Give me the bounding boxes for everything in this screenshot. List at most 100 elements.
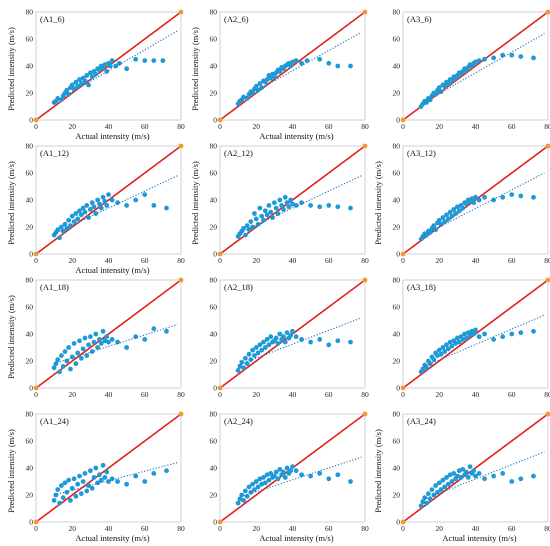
data-point (264, 77, 270, 82)
data-point (440, 215, 446, 220)
panel-title: (A1_18) (40, 282, 69, 292)
data-point (75, 216, 81, 222)
chart-svg: 0 20 40 60 80 0 20 40 60 80 Actual intensity (m/s)… (373, 410, 550, 543)
chart-panel: 0 20 40 60 80 0 20 40 60 80 Actual intensity (m/s)… (5, 140, 185, 276)
data-point (235, 500, 241, 506)
data-point (442, 83, 448, 89)
data-point (57, 369, 62, 375)
x-tick-label: 0 (401, 256, 405, 265)
y-tick-label: 20 (393, 223, 401, 232)
chart-svg: 0 20 40 60 80 0 20 40 60 80 Predicted intensity (m… (190, 142, 369, 266)
data-point (62, 480, 68, 486)
data-point (115, 339, 120, 345)
data-point (151, 326, 157, 331)
identity-endpoint (362, 143, 368, 149)
data-point (531, 194, 536, 200)
data-point (257, 205, 263, 211)
data-point (142, 479, 148, 484)
y-tick-label: 40 (26, 196, 34, 205)
x-tick-label: 80 (177, 122, 185, 131)
y-tick-label: 60 (210, 169, 218, 178)
data-point (326, 60, 332, 66)
data-point (460, 337, 466, 342)
x-tick-label: 60 (325, 122, 333, 131)
data-point (164, 468, 169, 474)
data-point (282, 339, 288, 345)
x-tick-label: 40 (105, 122, 113, 131)
data-point (456, 339, 462, 345)
data-point (348, 63, 353, 69)
x-tick-label: 80 (544, 524, 550, 533)
x-tick-label: 80 (361, 390, 369, 399)
identity-endpoint (545, 277, 550, 283)
data-point (282, 475, 288, 480)
y-axis-label: Predicted intensity (m/s) (6, 295, 16, 379)
x-axis-label: Actual intensity (m/s) (75, 265, 149, 275)
x-tick-label: 40 (472, 122, 480, 131)
data-point (500, 471, 506, 476)
x-tick-label: 20 (436, 256, 444, 265)
data-point (264, 337, 270, 342)
y-tick-label: 80 (26, 276, 34, 285)
data-point (509, 479, 515, 484)
data-point (60, 228, 66, 234)
y-tick-label: 0 (29, 250, 33, 259)
panel-title: (A3_6) (407, 14, 432, 24)
identity-endpoint (178, 277, 184, 283)
data-point (255, 484, 261, 490)
y-tick-label: 80 (210, 410, 218, 419)
chart-svg: 0 20 40 60 80 0 20 40 60 80 (A2_18) (210, 276, 370, 400)
x-tick-label: 60 (141, 122, 149, 131)
data-point (473, 327, 478, 333)
chart-panel: 0 20 40 60 80 0 20 40 60 80 Actual intensity (m/s)… (189, 6, 369, 142)
data-point (335, 63, 341, 69)
y-tick-label: 0 (213, 384, 217, 393)
data-point (288, 197, 294, 203)
data-point (438, 351, 444, 357)
y-tick-label: 0 (396, 384, 400, 393)
data-point (151, 203, 157, 208)
data-point (491, 55, 497, 61)
trend-line (237, 456, 362, 499)
data-point (97, 201, 102, 207)
y-tick-label: 20 (26, 491, 34, 500)
trend-line (420, 33, 545, 105)
data-point (431, 357, 437, 363)
data-point (84, 353, 90, 358)
data-point (164, 328, 169, 334)
x-tick-label: 40 (105, 390, 113, 399)
y-axis-label: Predicted intensity (m/s) (6, 429, 16, 513)
data-point (253, 83, 259, 89)
data-point (262, 208, 268, 214)
data-point (422, 495, 428, 501)
y-tick-label: 60 (210, 35, 218, 44)
y-tick-label: 40 (26, 330, 34, 339)
data-point (442, 484, 448, 490)
data-point (465, 475, 471, 480)
data-point (60, 495, 66, 501)
data-point (262, 345, 268, 350)
x-tick-label: 60 (325, 256, 333, 265)
y-tick-label: 80 (393, 8, 401, 17)
data-point (436, 347, 442, 353)
plot-frame (402, 279, 549, 389)
identity-endpoint (545, 143, 550, 149)
data-point (476, 471, 482, 476)
trend-line (420, 314, 545, 369)
data-point (69, 82, 75, 88)
y-tick-label: 40 (210, 62, 218, 71)
data-point (454, 335, 460, 341)
chart-svg: 0 20 40 60 80 0 20 40 60 80 Actual intensity (m/s)… (6, 8, 185, 142)
x-tick-label: 80 (544, 256, 550, 265)
data-point (164, 205, 169, 211)
data-point (115, 479, 120, 484)
x-tick-label: 20 (436, 524, 444, 533)
identity-endpoint (33, 117, 39, 123)
data-point (433, 227, 439, 233)
plot-frame (219, 279, 366, 389)
y-tick-label: 60 (393, 437, 401, 446)
x-tick-label: 80 (361, 256, 369, 265)
identity-line (35, 413, 182, 523)
data-point (273, 205, 279, 211)
data-point (262, 480, 268, 486)
